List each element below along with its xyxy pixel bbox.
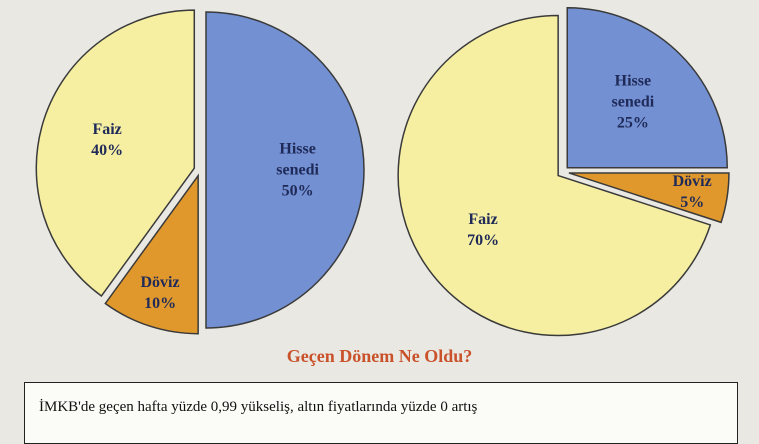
- pie-slice: [566, 7, 728, 169]
- value-label: 5%: [680, 194, 705, 212]
- text-box: İMKB'de geçen hafta yüzde 0,99 yükseliş,…: [24, 382, 738, 444]
- value-label: 50%: [281, 182, 314, 200]
- pie-slice: [104, 173, 199, 335]
- slice-label: Hisse senedi 50%: [261, 139, 335, 202]
- slice-label: Hisse senedi 25%: [596, 71, 670, 134]
- heading: Geçen Dönem Ne Oldu?: [286, 346, 473, 366]
- slice-label: Faiz 40%: [70, 119, 144, 161]
- pie-slice: [35, 9, 196, 298]
- category-label: Hisse senedi: [611, 72, 655, 111]
- category-label: Döviz: [672, 173, 712, 191]
- slice-label: Faiz 70%: [446, 209, 520, 251]
- pie-slice: [568, 172, 730, 224]
- body-text: İMKB'de geçen hafta yüzde 0,99 yükseliş,…: [39, 399, 478, 415]
- category-label: Faiz: [92, 120, 122, 138]
- page: Geçen Dönem Ne Oldu? İMKB'de geçen hafta…: [24, 7, 738, 444]
- value-label: 25%: [616, 114, 649, 132]
- value-label: 40%: [91, 141, 124, 159]
- pie-charts: [35, 7, 730, 337]
- value-label: 10%: [144, 294, 177, 312]
- category-label: Faiz: [468, 211, 498, 229]
- value-label: 70%: [467, 232, 500, 250]
- pie-slice: [205, 11, 365, 329]
- category-label: Hisse senedi: [276, 140, 319, 179]
- category-label: Döviz: [140, 273, 180, 291]
- slice-label: Döviz 10%: [123, 272, 197, 314]
- slice-label: Döviz 5%: [655, 171, 729, 213]
- pie-slice: [397, 14, 712, 337]
